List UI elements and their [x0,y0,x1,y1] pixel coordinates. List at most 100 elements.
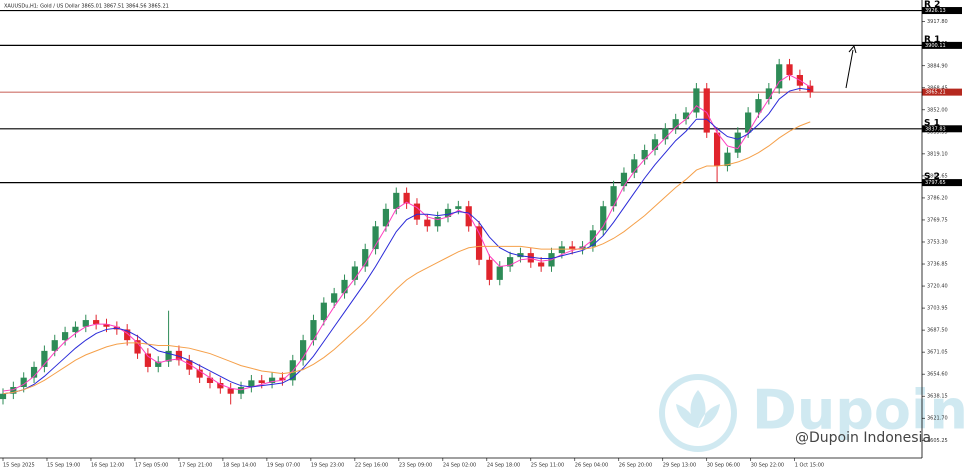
candle-body [745,112,752,133]
candle-body [538,262,545,267]
x-tick-label: 26 Sep 04:00 [575,463,608,469]
candle-body [486,259,493,280]
direction-arrow [845,44,857,89]
x-tick-label: 30 Sep 06:00 [707,463,740,469]
candle-body [320,302,327,321]
candle-body [393,192,400,209]
candle-body [93,320,100,325]
candle-body [0,393,7,400]
candle-body [465,206,472,227]
candle-body [175,350,183,361]
candle-body [527,253,534,263]
y-tick-label: 3687.50 [927,328,948,334]
y-tick-label: 3819.10 [927,151,948,157]
y-tick-label: 3654.60 [927,372,948,378]
level-price-label: 3926.13 [925,8,946,14]
candle-body [424,219,431,227]
candle-body [237,387,245,394]
candle-body [206,377,214,384]
candle-body [30,366,38,378]
candle-body [155,361,162,367]
y-tick-label: 3671.05 [927,350,948,356]
candle-body [382,208,390,227]
candle-body [641,149,648,160]
watermark: Dupoin [659,374,964,452]
y-tick-label: 3802.65 [927,173,948,179]
y-tick-label: 3835.55 [927,129,948,135]
candle-body [227,388,234,394]
current-price-label: 3865.21 [925,90,946,96]
candle-body [103,324,110,327]
candle-body [10,387,17,394]
level-name: R 2 [924,0,940,10]
candle-body [351,266,358,280]
candle-body [807,85,814,93]
candle-body [124,329,131,341]
candle-body [51,340,58,351]
candle-body [651,139,659,150]
candle-body [196,369,203,378]
candle-body [620,172,628,187]
current-price-box [922,88,962,96]
level-price-box [922,179,962,187]
candle-body [258,380,265,384]
level-price-label: 3837.83 [925,126,946,132]
candle-body [186,360,193,370]
candle-body [662,128,669,140]
candle-body [507,257,514,267]
x-tick-label: 24 Sep 18:00 [487,463,520,469]
candle-body [610,186,617,207]
candle-body [693,88,700,113]
candle-body [144,353,151,367]
x-tick-label: 17 Sep 05:00 [135,463,168,469]
x-tick-label: 17 Sep 21:00 [179,463,212,469]
candle-body [331,293,338,303]
candle-body [248,380,255,388]
watermark-text: Dupoin [752,379,964,442]
candle-body [72,326,79,333]
moving-average-line [2,121,811,395]
candle-body [589,230,597,247]
candle-body [786,64,793,75]
level-name: R 1 [924,35,940,45]
candle-body [600,206,607,231]
candle-body [734,132,741,153]
x-tick-label: 15 Sep 19:00 [47,463,80,469]
candle-body [413,203,421,220]
y-tick-label: 3852.00 [927,107,948,113]
y-tick-label: 3605.25 [927,438,948,444]
level-name: S 1 [924,118,940,128]
candle-body [434,216,441,227]
watermark-logo-ring [659,374,737,452]
x-tick-label: 1 Oct 15:00 [795,463,824,469]
x-tick-label: 19 Sep 23:00 [311,463,344,469]
candle-body [672,119,679,129]
y-tick-label: 3703.95 [927,306,948,312]
candle-body [82,320,89,327]
candle-body [217,383,224,389]
candle-body [372,226,379,250]
level-name: S 2 [924,172,940,182]
watermark-handle: @Dupoin Indonesia [795,430,931,446]
candle-body [703,88,710,133]
x-tick-label: 26 Sep 20:00 [619,463,652,469]
x-tick-label: 18 Sep 14:00 [223,463,256,469]
y-tick-label: 3917.80 [927,19,948,25]
y-tick-label: 3638.15 [927,394,948,400]
moving-average-line [2,87,811,395]
chart-title: XAUUSDu,H1: Gold / US Dollar 3865.01 386… [4,4,169,10]
candle-body [279,377,286,381]
y-tick-label: 3769.75 [927,217,948,223]
x-tick-label: 23 Sep 09:00 [399,463,432,469]
candle-body [341,279,348,294]
candle-body [765,88,772,100]
candle-body [713,132,721,167]
candle-body [475,226,483,260]
candle-body [61,332,69,341]
candle-body [776,64,783,89]
level-price-label: 3797.65 [925,180,946,186]
candle-body [455,206,462,209]
y-tick-label: 3786.20 [927,195,948,201]
candle-body [496,266,503,280]
